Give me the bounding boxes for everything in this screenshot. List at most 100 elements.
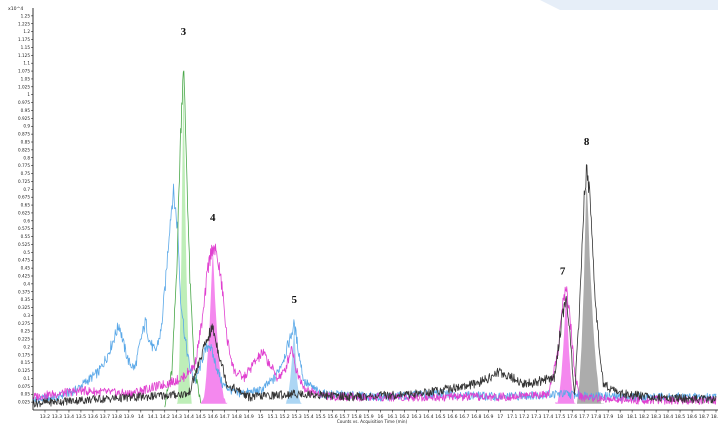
- y-tick-label: 1.225: [18, 21, 30, 26]
- x-tick-label: 14.2: [160, 414, 170, 420]
- x-tick-label: 17.5: [555, 414, 565, 420]
- x-tick-label: 14.1: [148, 414, 158, 420]
- y-tick-label: 0.225: [18, 337, 30, 342]
- y-tick-label: 0.975: [18, 100, 30, 105]
- x-tick-label: 16.8: [471, 414, 481, 420]
- y-tick-label: 1.25: [21, 13, 31, 18]
- x-tick-label: 16: [378, 414, 384, 420]
- x-tick-label: 13.7: [100, 414, 110, 420]
- y-tick-label: 0.3: [23, 313, 30, 318]
- y-tick-label: 0.025: [18, 400, 30, 405]
- peak-labels: 3 4 5 7 8: [181, 26, 590, 306]
- y-scale-label: x10^4: [8, 6, 23, 12]
- y-tick-label: 0.525: [18, 242, 30, 247]
- y-tick-label: 0.9: [23, 124, 30, 129]
- y-tick-label: 0.925: [18, 116, 30, 121]
- y-tick-label: 0.2: [23, 344, 30, 349]
- y-tick-label: 0.55: [21, 234, 31, 239]
- x-tick-label: 17.1: [507, 414, 517, 420]
- y-tick-label: 0.25: [21, 329, 31, 334]
- y-tick-label: 1.15: [21, 45, 31, 50]
- y-tick-label: 0.7: [23, 187, 30, 192]
- y-tick-label: 0.65: [21, 203, 31, 208]
- x-tick-label: 15.4: [303, 414, 313, 420]
- x-tick-label: 13.5: [76, 414, 86, 420]
- x-tick-label: 16.6: [447, 414, 457, 420]
- y-tick-label: 0.8: [23, 155, 30, 160]
- x-tick-label: 13.4: [64, 414, 74, 420]
- peak-label-5: 5: [291, 294, 297, 306]
- y-tick-label: 0.825: [18, 147, 30, 152]
- x-tick-label: 13.3: [52, 414, 62, 420]
- y-tick-label: 0.6: [23, 218, 30, 223]
- y-tick-label: 0.475: [18, 258, 30, 263]
- x-tick-label: 13.9: [124, 414, 134, 420]
- y-tick-label: 0.15: [21, 360, 31, 365]
- y-tick-label: 0.775: [18, 163, 30, 168]
- y-tick-label: 0.4: [23, 281, 30, 286]
- peak-label-4: 4: [210, 212, 216, 224]
- y-tick-label: 0.75: [21, 171, 31, 176]
- header-decoration: [540, 0, 718, 10]
- y-tick-label: 0.5: [23, 250, 30, 255]
- y-tick-label: 1.025: [18, 84, 30, 89]
- peak-fill-8: [575, 188, 604, 404]
- x-tick-label: 18.2: [639, 414, 649, 420]
- series-line-3: [32, 243, 717, 405]
- x-ticks: 13.2 13.3 13.4 13.5 13.6 13.7 13.8 13.9 14 14.1 14…: [40, 410, 718, 420]
- x-tick-label: 15.2: [280, 414, 290, 420]
- peak-label-8: 8: [584, 136, 590, 148]
- y-tick-label: 0.125: [18, 368, 30, 373]
- series-lines: [32, 70, 717, 408]
- series-line-1: [32, 183, 717, 404]
- y-tick-label: 1.175: [18, 37, 30, 42]
- y-tick-label: 1.1: [23, 61, 30, 66]
- x-tick-label: 15: [258, 414, 264, 420]
- y-tick-label: 0.425: [18, 274, 30, 279]
- x-tick-label: 14.6: [208, 414, 218, 420]
- peak-fill-3: [176, 76, 193, 404]
- x-tick-label: 18.6: [687, 414, 697, 420]
- peak-label-3: 3: [181, 26, 187, 38]
- x-tick-label: 16.2: [399, 414, 409, 420]
- x-tick-label: 14: [138, 414, 144, 420]
- x-tick-label: 18: [617, 414, 623, 420]
- x-tick-label: 18.4: [663, 414, 673, 420]
- x-tick-label: 17: [497, 414, 503, 420]
- x-tick-label: 16.9: [483, 414, 493, 420]
- x-tick-label: 14.5: [196, 414, 206, 420]
- x-tick-label: 16.7: [459, 414, 469, 420]
- y-tick-label: 0.95: [21, 108, 31, 113]
- y-tick-label: 0.075: [18, 384, 30, 389]
- x-tick-label: 17.9: [603, 414, 613, 420]
- y-tick-label: 0.05: [21, 392, 31, 397]
- x-tick-label: 16.5: [435, 414, 445, 420]
- series-line-4: [32, 164, 717, 408]
- y-tick-label: 0.375: [18, 289, 30, 294]
- x-tick-label: 17.4: [543, 414, 553, 420]
- y-tick-label: 0.725: [18, 179, 30, 184]
- y-tick-label: 0.85: [21, 140, 31, 145]
- y-tick-label: 0.575: [18, 226, 30, 231]
- x-tick-label: 18.8: [711, 414, 718, 420]
- x-tick-label: 18.1: [627, 414, 637, 420]
- x-tick-label: 18.3: [651, 414, 661, 420]
- x-tick-label: 13.2: [40, 414, 50, 420]
- y-tick-label: 0.675: [18, 195, 30, 200]
- x-tick-label: 15.7: [339, 414, 349, 420]
- x-tick-label: 17.2: [519, 414, 529, 420]
- y-tick-label: 0.45: [21, 266, 31, 271]
- x-tick-label: 15.1: [268, 414, 278, 420]
- x-tick-label: 13.8: [112, 414, 122, 420]
- y-tick-label: 1.2: [23, 29, 30, 34]
- x-tick-label: 17.3: [531, 414, 541, 420]
- x-tick-label: 18.5: [675, 414, 685, 420]
- x-tick-label: 18.7: [699, 414, 709, 420]
- y-tick-label: 1: [27, 92, 30, 97]
- x-tick-label: 15.5: [315, 414, 325, 420]
- x-tick-label: 17.7: [579, 414, 589, 420]
- peak-fill-5: [284, 330, 302, 404]
- x-tick-label: 14.4: [184, 414, 194, 420]
